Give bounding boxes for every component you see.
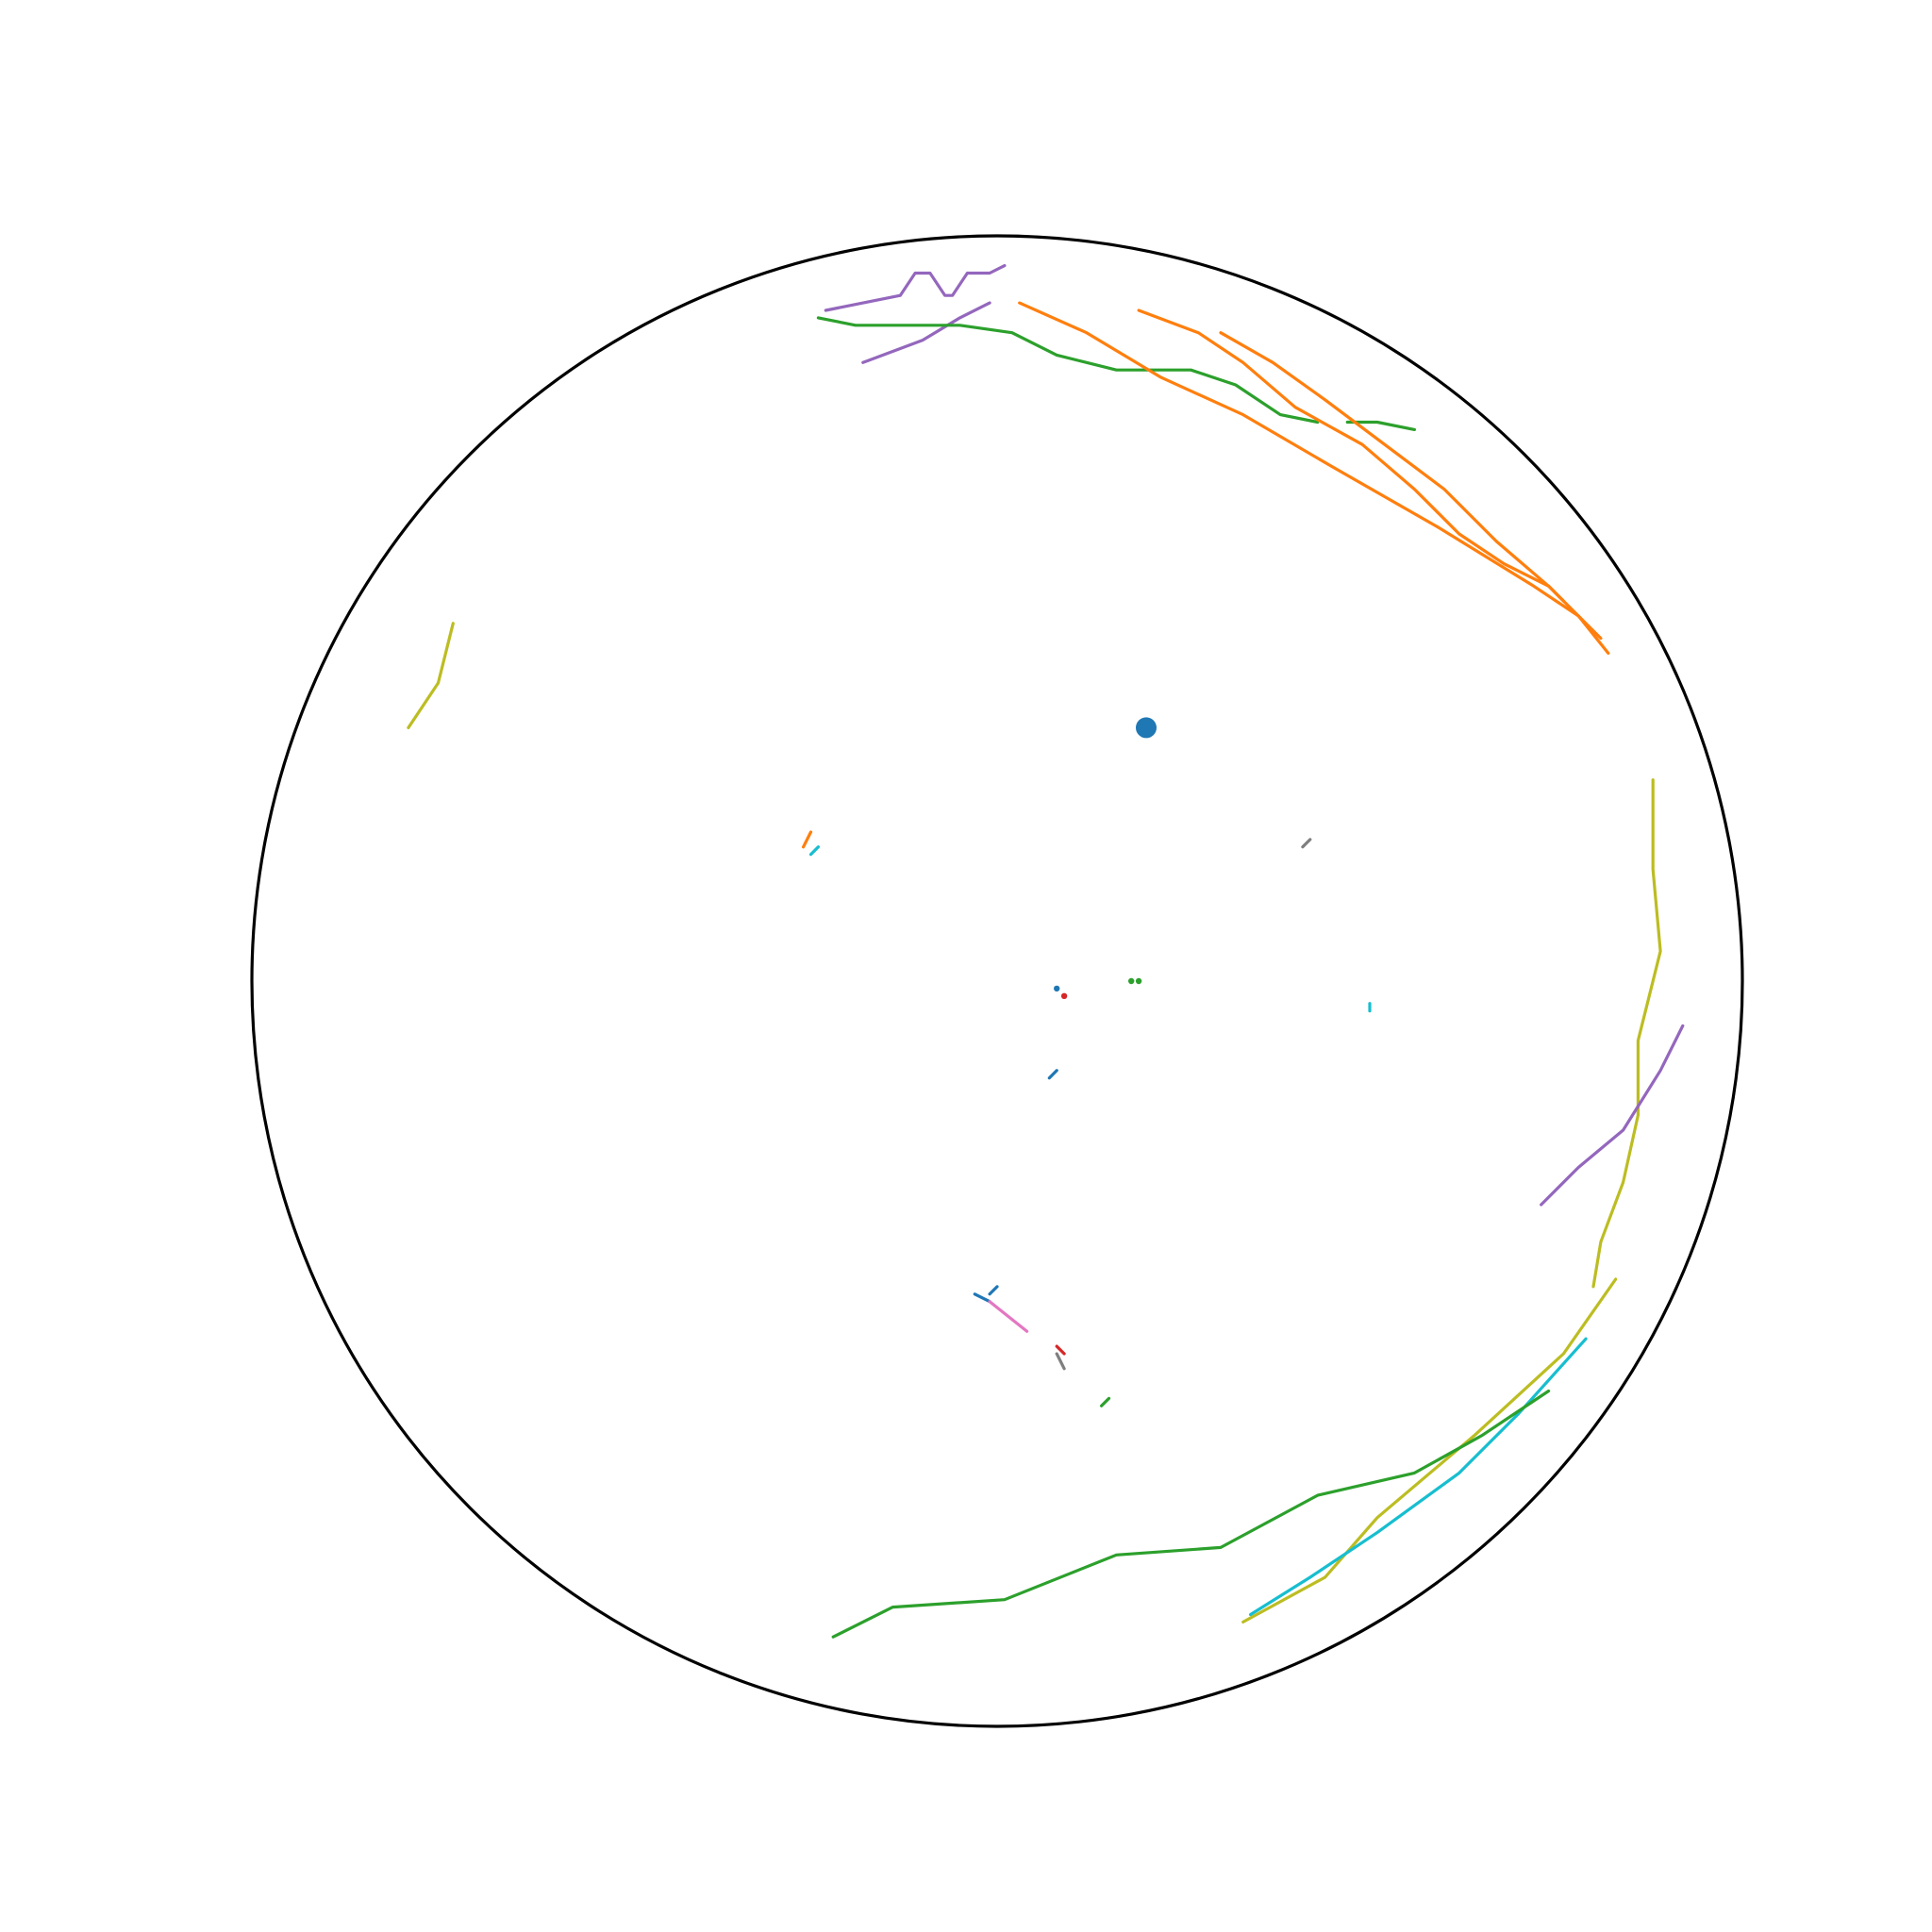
track-7: [1219, 331, 1603, 641]
point-2: [1054, 985, 1060, 992]
point-1: [1136, 717, 1157, 739]
track-6: [1137, 308, 1566, 603]
track-14: [801, 830, 813, 849]
track-24: [1099, 1396, 1111, 1407]
track-16: [1301, 838, 1312, 849]
track-2: [861, 301, 991, 364]
track-8: [407, 622, 455, 730]
point-4: [1128, 977, 1135, 985]
track-13: [831, 1389, 1551, 1639]
track-17: [1047, 1069, 1058, 1080]
tracks-layer: [407, 264, 1685, 1639]
point-3: [1060, 992, 1068, 1000]
unit-circle-boundary: [250, 234, 1744, 1728]
track-12: [1248, 1337, 1588, 1617]
points-layer: [1054, 717, 1157, 1000]
track-3: [816, 316, 1320, 425]
track-1: [824, 264, 1007, 312]
track-22: [1055, 1344, 1066, 1356]
track-21: [988, 1300, 1029, 1333]
track-19: [988, 1285, 999, 1296]
track-10: [1540, 1024, 1685, 1207]
track-20: [973, 1292, 991, 1304]
track-15: [808, 845, 821, 857]
track-9: [1591, 778, 1662, 1289]
track-11: [1241, 1277, 1618, 1624]
track-23: [1055, 1352, 1066, 1371]
track-5: [1018, 301, 1610, 656]
point-5: [1135, 977, 1142, 985]
